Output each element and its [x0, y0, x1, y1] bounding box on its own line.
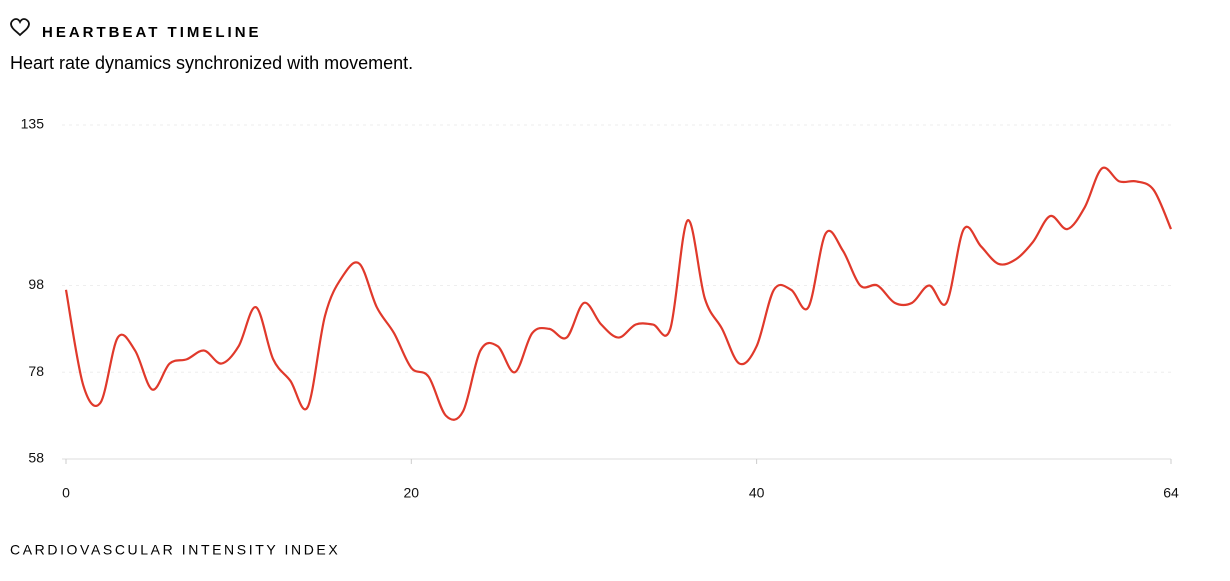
x-tick-label: 64 — [1163, 485, 1179, 501]
heart-icon — [10, 18, 30, 37]
y-tick-label: 98 — [28, 276, 44, 292]
chart-title: HEARTBEAT TIMELINE — [42, 24, 262, 41]
y-tick-label: 135 — [21, 116, 45, 132]
x-tick-label: 0 — [62, 485, 70, 501]
x-tick-label: 40 — [749, 485, 765, 501]
y-tick-label: 78 — [28, 363, 44, 379]
chart-subtitle: Heart rate dynamics synchronized with mo… — [10, 53, 413, 73]
y-tick-label: 58 — [28, 450, 44, 466]
x-tick-label: 20 — [404, 485, 420, 501]
data-line — [64, 166, 1173, 421]
x-axis-label: CARDIOVASCULAR INTENSITY INDEX — [10, 542, 340, 558]
